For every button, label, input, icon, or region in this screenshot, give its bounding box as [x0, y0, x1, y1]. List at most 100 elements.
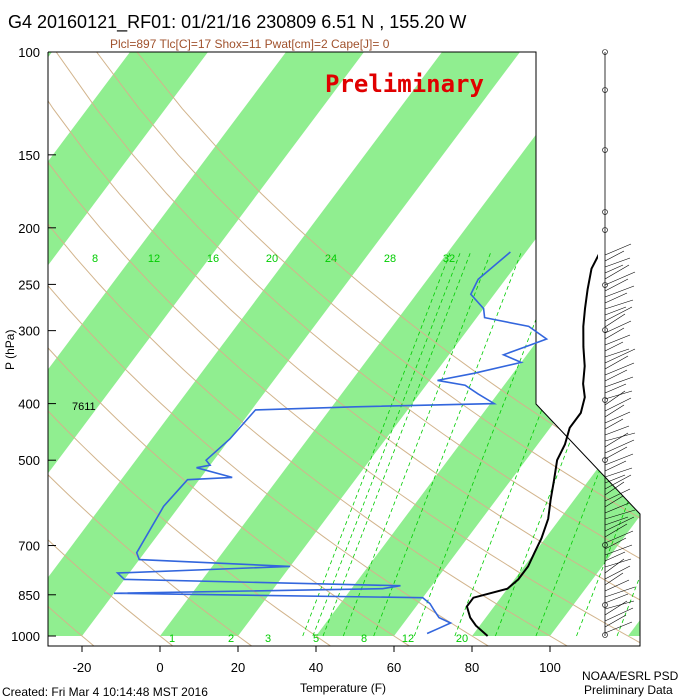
y-tick-label: 400	[18, 397, 40, 412]
x-tick-labels: -20 0 20 40 60 80 100	[73, 646, 561, 675]
y-axis-label: P (hPa)	[3, 330, 17, 370]
mixing-ratio-label: 2	[228, 633, 234, 645]
mixing-ratio-line	[322, 251, 472, 637]
x-tick-label: 60	[387, 660, 401, 675]
wind-barb	[604, 334, 631, 346]
y-tick-label: 200	[18, 221, 40, 236]
wind-barb	[604, 453, 634, 466]
wind-barb	[604, 285, 635, 298]
wind-barb	[604, 516, 629, 526]
x-tick-label: 40	[309, 660, 323, 675]
wind-barb	[604, 607, 634, 622]
temperature-band	[628, 52, 640, 636]
wind-barb	[604, 306, 627, 316]
dry-adiabat	[48, 52, 572, 646]
wind-barb	[604, 306, 633, 322]
mixing-ratio-line	[413, 251, 563, 637]
calm-wind-marker	[602, 397, 608, 403]
chart-title: G4 20160121_RF01: 01/21/16 230809 6.51 N…	[8, 12, 466, 33]
mixing-ratio-label: 1	[169, 633, 175, 645]
mixing-ratio-label: 12	[148, 253, 160, 265]
mixing-ratio-label: 5	[313, 633, 319, 645]
x-tick-label: 20	[231, 660, 245, 675]
wind-barb	[604, 341, 624, 352]
wind-barb	[604, 439, 635, 454]
dry-adiabat	[48, 52, 493, 646]
calm-wind-marker	[602, 227, 608, 233]
wind-barb	[604, 404, 625, 418]
wind-barb	[604, 376, 634, 388]
wind-barb	[604, 621, 633, 634]
wind-barb	[604, 292, 628, 304]
mixing-ratio-labels: 8 12 16 20 24 28 321 2 3 5 8 12 20	[92, 253, 468, 645]
wind-barb	[604, 257, 631, 268]
wind-barb	[604, 264, 630, 280]
wind-barb	[604, 481, 625, 496]
mixing-ratio-label: 8	[361, 633, 367, 645]
calm-wind-marker	[602, 632, 608, 638]
wind-barb	[604, 488, 631, 502]
wind-barb	[604, 390, 626, 406]
wind-barb	[604, 432, 629, 448]
wind-barb	[604, 362, 635, 376]
calm-wind-marker	[602, 457, 608, 463]
wind-barb	[604, 418, 624, 430]
wind-barb	[604, 264, 624, 274]
mixing-ratio-label: 32	[443, 253, 455, 265]
mixing-ratio-label: 20	[456, 633, 468, 645]
calm-wind-marker	[602, 209, 608, 215]
wind-barb	[604, 551, 626, 562]
wind-barb	[604, 348, 636, 364]
wind-barb	[604, 586, 636, 598]
wind-barb	[604, 355, 629, 370]
wind-barb	[604, 467, 633, 478]
x-tick-label: 0	[156, 660, 163, 675]
wind-barb	[604, 320, 632, 334]
mixing-ratio-line	[495, 251, 640, 637]
dry-adiabat	[96, 52, 640, 646]
org-note: Preliminary Data	[584, 683, 673, 697]
height-annotation: 7611	[72, 401, 96, 413]
y-tick-label: 850	[18, 588, 40, 603]
wind-barb	[604, 474, 626, 484]
wind-barb	[604, 593, 629, 604]
calm-wind-marker	[602, 87, 608, 93]
temperature-band	[48, 52, 208, 636]
wind-barb	[604, 558, 632, 568]
y-tick-label: 1000	[11, 629, 40, 644]
wind-barb	[604, 243, 632, 256]
wind-barb	[604, 250, 625, 262]
y-tick-label: 500	[18, 453, 40, 468]
dewpoint-line	[113, 251, 549, 635]
created-timestamp: Created: Fri Mar 4 10:14:48 MST 2016	[2, 685, 208, 699]
y-tick-label: 100	[18, 45, 40, 60]
calm-wind-marker	[602, 542, 608, 548]
wind-barb	[604, 446, 628, 460]
y-tick-label: 150	[18, 148, 40, 163]
wind-barb	[604, 600, 628, 616]
dry-adiabat	[48, 52, 640, 646]
mixing-ratio-line	[302, 251, 451, 637]
mixing-ratio-line	[373, 251, 522, 637]
wind-barb	[604, 271, 636, 286]
wind-barb	[604, 565, 631, 580]
org-name: NOAA/ESRL PSD	[582, 669, 679, 683]
x-tick-label: 100	[539, 660, 561, 675]
y-tick-label: 700	[18, 539, 40, 554]
x-tick-label: 80	[465, 660, 479, 675]
wind-barb	[604, 544, 633, 556]
wind-barb	[604, 411, 631, 424]
temperature-band	[48, 52, 364, 636]
y-tick-labels: 100 150 200 250 300 400 500 700 850 1000	[11, 45, 40, 644]
calm-wind-marker	[602, 327, 608, 333]
mixing-ratio-label: 28	[384, 253, 396, 265]
isobar-lines	[48, 51, 56, 637]
y-tick-label: 300	[18, 324, 40, 339]
x-tick-label: -20	[73, 660, 92, 675]
dry-adiabat	[55, 52, 640, 646]
wind-barb	[604, 369, 628, 382]
mixing-ratio-line	[312, 251, 461, 637]
calm-wind-marker	[602, 282, 608, 288]
temperature-band	[316, 52, 640, 636]
